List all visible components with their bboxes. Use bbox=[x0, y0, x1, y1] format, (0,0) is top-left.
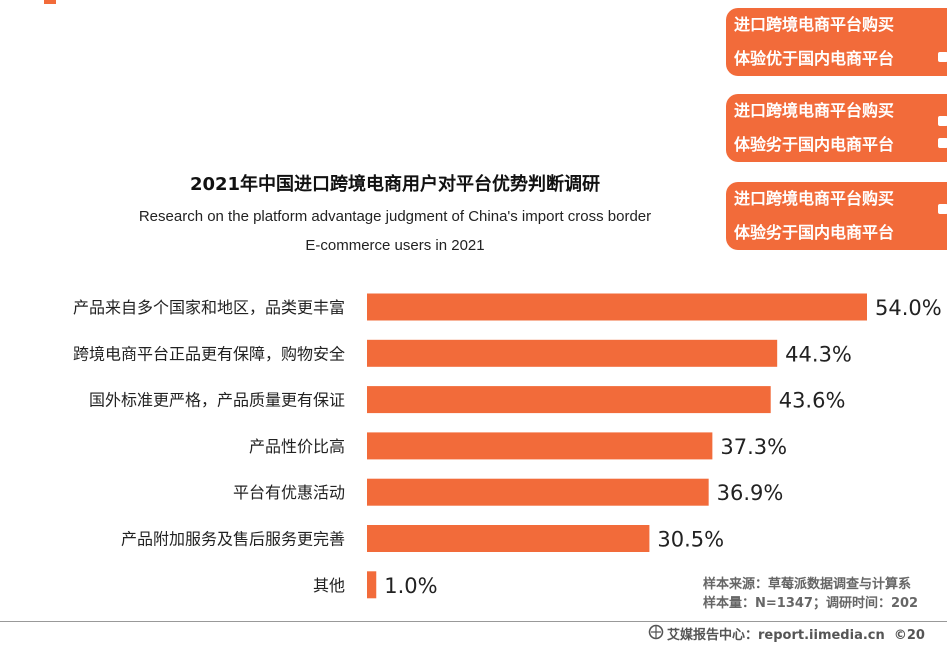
category-label: 产品性价比高 bbox=[249, 437, 345, 456]
pill-line-1: 进口跨境电商平台购买 bbox=[734, 15, 895, 34]
value-label: 1.0% bbox=[384, 574, 437, 598]
category-label: 产品来自多个国家和地区，品类更丰富 bbox=[73, 298, 345, 317]
pill-line-2: 体验优于国内电商平台 bbox=[734, 49, 895, 68]
sample-source: 样本来源：草莓派数据调查与计算系 样本量：N=1347；调研时间：202 bbox=[703, 575, 918, 613]
sample-source-line: 样本来源：草莓派数据调查与计算系 bbox=[703, 577, 912, 592]
value-label: 36.9% bbox=[717, 481, 784, 505]
footer-divider bbox=[0, 621, 947, 622]
pill-marker-icon bbox=[938, 204, 947, 214]
pill-line-1: 进口跨境电商平台购买 bbox=[734, 189, 895, 208]
pill-line-2: 体验劣于国内电商平台 bbox=[734, 223, 895, 242]
category-label: 平台有优惠活动 bbox=[233, 483, 345, 502]
top-accent-bar bbox=[44, 0, 56, 4]
footer: 艾媒报告中心：report.iimedia.cn ©20 bbox=[648, 624, 925, 647]
pill-line-2: 体验劣于国内电商平台 bbox=[734, 135, 895, 154]
sample-size-line: 样本量：N=1347；调研时间：202 bbox=[703, 596, 919, 611]
value-label: 43.6% bbox=[779, 389, 846, 413]
value-label: 44.3% bbox=[785, 342, 852, 366]
pill-marker-icon bbox=[938, 116, 947, 126]
pill-marker-icon bbox=[938, 138, 947, 148]
chart-title: 2021年中国进口跨境电商用户对平台优势判断调研 bbox=[189, 174, 601, 195]
bar-chart: 产品来自多个国家和地区，品类更丰富 54.0% 跨境电商平台正品更有保障，购物安全 4… bbox=[73, 293, 942, 599]
bar bbox=[367, 293, 867, 321]
pill-marker-icon bbox=[938, 52, 947, 62]
footer-copyright: ©20 bbox=[893, 628, 925, 643]
bar bbox=[367, 478, 709, 506]
value-label: 30.5% bbox=[657, 528, 724, 552]
chart-subtitle-line-2: E-commerce users in 2021 bbox=[305, 237, 485, 254]
category-label: 其他 bbox=[313, 576, 345, 595]
bar bbox=[367, 339, 778, 367]
bar bbox=[367, 571, 377, 599]
footer-text: 艾媒报告中心：report.iimedia.cn bbox=[667, 628, 885, 643]
iimedia-logo-icon bbox=[648, 624, 664, 647]
pill-line-1: 进口跨境电商平台购买 bbox=[734, 101, 895, 120]
bar bbox=[367, 386, 771, 414]
bar bbox=[367, 432, 713, 460]
legend-pill-worse-2: 进口跨境电商平台购买 体验劣于国内电商平台 bbox=[726, 182, 947, 250]
legend-pill-worse: 进口跨境电商平台购买 体验劣于国内电商平台 bbox=[726, 94, 947, 162]
category-label: 跨境电商平台正品更有保障，购物安全 bbox=[73, 344, 345, 363]
category-label: 产品附加服务及售后服务更完善 bbox=[121, 530, 345, 549]
chart-subtitle-line-1: Research on the platform advantage judgm… bbox=[138, 208, 652, 225]
value-label: 54.0% bbox=[875, 296, 942, 320]
bar bbox=[367, 525, 650, 552]
value-label: 37.3% bbox=[720, 435, 787, 459]
legend-pill-better: 进口跨境电商平台购买 体验优于国内电商平台 bbox=[726, 8, 947, 76]
category-label: 国外标准更严格，产品质量更有保证 bbox=[89, 391, 345, 410]
chart-subtitle: Research on the platform advantage judgm… bbox=[0, 202, 790, 260]
